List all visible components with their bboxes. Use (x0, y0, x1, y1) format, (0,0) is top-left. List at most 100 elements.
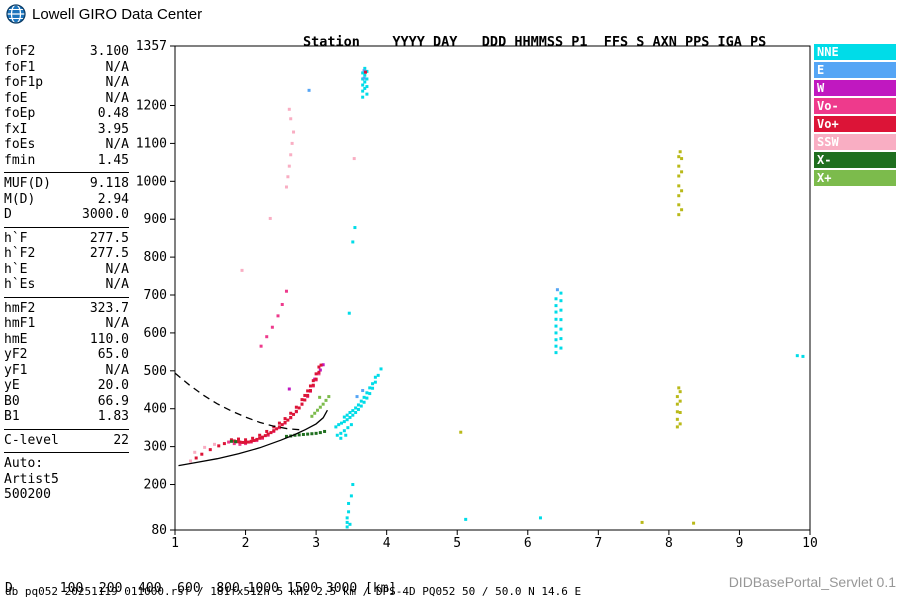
scatter-point-NNE (365, 85, 369, 89)
scatter-point-SSW (292, 130, 296, 134)
scatter-point-Vo+ (306, 389, 310, 393)
scatter-point-unclassified (677, 155, 681, 159)
scatter-point-NNE (344, 433, 348, 437)
scatter-point-NNE (345, 418, 349, 422)
scatter-point-unclassified (640, 520, 644, 524)
ionogram-plot: 8020030040050060070080090010001100120013… (136, 39, 818, 551)
scatter-point-NNE (342, 429, 346, 433)
param-value: 277.5 (89, 246, 129, 261)
scatter-point-NNE (373, 375, 377, 379)
legend-item-E: E (814, 62, 896, 78)
scatter-point-NNE (554, 338, 558, 342)
scatter-point-NNE (554, 310, 558, 314)
x-tick-label: 3 (312, 536, 320, 551)
param-value: N/A (105, 362, 129, 378)
scatter-point-Vo+ (208, 448, 212, 452)
x-tick-label: 1 (171, 536, 179, 551)
scatter-point-E (361, 389, 365, 393)
legend: NNE E W Vo- Vo+ SSW X- X+ (814, 44, 896, 188)
y-tick-label: 1000 (136, 174, 167, 189)
scatter-point-Vo+ (300, 398, 304, 402)
scatter-point-SSW (287, 164, 291, 168)
scatter-point-W (318, 368, 322, 372)
scatter-point-Vo+ (286, 418, 290, 422)
scatter-point-NNE (356, 403, 360, 407)
scatter-point-NNE (365, 391, 369, 395)
scatter-point-SSW (240, 268, 244, 272)
scatter-point-NNE (363, 86, 367, 90)
scatter-point-X+ (327, 395, 331, 399)
scatter-point-Vo+ (283, 417, 287, 421)
scatter-point-Vo+ (200, 452, 204, 456)
param-label: yE (4, 378, 20, 393)
scatter-point-Vo- (317, 372, 321, 376)
scatter-point-NNE (365, 77, 369, 81)
param-row-yE: yE 20.0 (4, 378, 129, 394)
scatter-point-NNE (554, 331, 558, 335)
scatter-point-Vo- (280, 302, 284, 306)
scatter-point-Vo+ (314, 372, 318, 376)
scatter-point-NNE (354, 411, 358, 415)
scatter-point-unclassified (677, 213, 681, 217)
param-row-hmF1: hmF1 N/A (4, 316, 129, 332)
scatter-point-Vo+ (269, 431, 273, 435)
scatter-point-NNE (342, 415, 346, 419)
scatter-point-Vo+ (306, 393, 310, 397)
param-value: 22 (113, 432, 129, 448)
scatter-point-unclassified (675, 417, 679, 421)
scatter-point-Vo+ (283, 420, 287, 424)
scatter-point-NNE (363, 80, 367, 84)
scatter-point-Vo+ (263, 434, 267, 438)
scatter-point-NNE (362, 400, 366, 404)
scatter-point-NNE (335, 433, 339, 437)
scatter-point-X+ (313, 411, 317, 415)
scatter-point-NNE (351, 240, 355, 244)
param-value: 110.0 (89, 331, 129, 347)
giro-logo: Lowell GIRO Data Center (6, 4, 202, 24)
scatter-point-unclassified (678, 150, 682, 154)
param-label: foF1 (4, 59, 36, 75)
scatter-point-NNE (351, 409, 355, 413)
scatter-point-NNE (554, 304, 558, 308)
param-row-fmin: fmin 1.45 (4, 153, 129, 169)
scatter-point-Vo+ (217, 444, 221, 448)
status-line: db pq052 20251119 011000.rsf / 181fx512h… (5, 585, 582, 598)
scatter-point-Vo+ (244, 438, 248, 442)
param-label: MUF(D) (4, 176, 51, 191)
trace-curve-extrapolated-trace (174, 372, 303, 431)
param-value: N/A (105, 90, 129, 106)
scatter-point-Vo+ (249, 439, 253, 443)
param-value: 66.9 (97, 393, 129, 409)
x-tick-label: 7 (594, 536, 602, 551)
param-label: h`F2 (4, 246, 36, 261)
y-tick-label: 300 (144, 440, 167, 455)
scatter-point-NNE (559, 318, 563, 322)
param-value: N/A (105, 75, 129, 90)
param-label: fxI (4, 121, 28, 137)
scatter-point-NNE (363, 73, 367, 77)
scatter-point-unclassified (677, 164, 681, 168)
panel-divider (4, 296, 129, 298)
scatter-point-Vo- (238, 442, 242, 446)
y-tick-label: 1357 (136, 39, 167, 54)
param-row-M-D-: M(D) 2.94 (4, 192, 129, 208)
scatter-point-X- (234, 440, 238, 444)
param-label: D (4, 207, 12, 222)
scatter-point-Vo+ (294, 405, 298, 409)
param-row-B1: B1 1.83 (4, 409, 129, 425)
param-row-foF2: foF2 3.100 (4, 44, 129, 60)
scatter-point-unclassified (675, 402, 679, 406)
param-row-D: D 3000.0 (4, 207, 129, 223)
param-label: hmF1 (4, 316, 36, 331)
scatter-point-SSW (287, 107, 291, 111)
x-tick-label: 4 (383, 536, 391, 551)
scatter-point-Vo+ (300, 402, 304, 406)
y-tick-label: 700 (144, 288, 167, 303)
scatter-point-NNE (363, 66, 367, 70)
y-tick-label: 200 (144, 478, 167, 493)
scatter-point-NNE (361, 95, 365, 99)
scatter-point-unclassified (675, 410, 679, 414)
param-row-fxI: fxI 3.95 (4, 122, 129, 138)
scatter-point-Vo+ (252, 439, 256, 443)
scatter-point-Vo+ (241, 440, 245, 444)
